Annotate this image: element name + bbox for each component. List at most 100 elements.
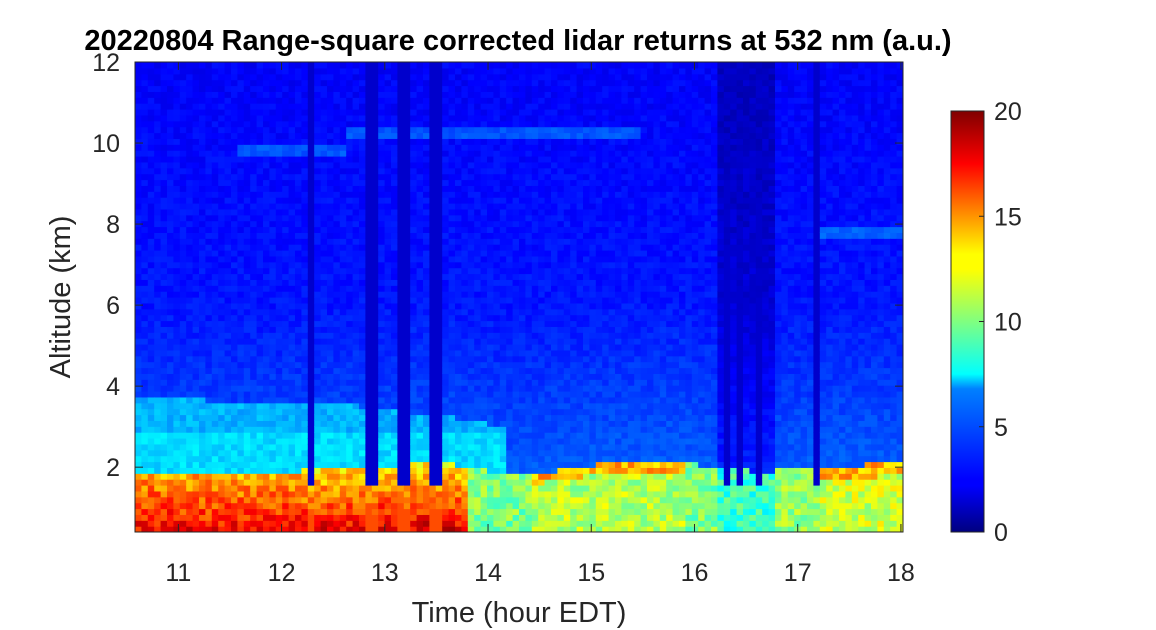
heatmap-cell <box>288 467 296 474</box>
heatmap-cell <box>423 479 430 486</box>
heatmap-cell <box>179 161 187 169</box>
heatmap-cell <box>442 514 450 521</box>
heatmap-cell <box>423 238 430 245</box>
heatmap-cell <box>141 408 149 416</box>
heatmap-cell <box>359 91 366 98</box>
heatmap-cell <box>186 173 194 181</box>
heatmap-cell <box>397 338 405 345</box>
heatmap-cell <box>186 432 194 439</box>
heatmap-cell <box>314 426 322 433</box>
heatmap-cell <box>359 502 366 510</box>
heatmap-cell <box>455 285 462 292</box>
heatmap-cell <box>333 197 341 204</box>
heatmap-cell <box>301 226 309 233</box>
heatmap-cell <box>295 391 302 398</box>
heatmap-cell <box>173 255 181 263</box>
heatmap-cell <box>135 132 142 139</box>
heatmap-cell <box>199 67 206 75</box>
heatmap-cell <box>307 267 315 275</box>
heatmap-cell <box>416 485 424 492</box>
heatmap-cell <box>147 291 155 298</box>
heatmap-cell <box>135 449 142 457</box>
heatmap-cell <box>467 490 475 498</box>
heatmap-cell <box>243 103 251 110</box>
heatmap-cell <box>250 526 258 532</box>
heatmap-cell <box>416 349 424 357</box>
heatmap-cell <box>154 373 162 380</box>
heatmap-cell <box>250 62 258 69</box>
heatmap-cell <box>224 396 232 404</box>
heatmap-cell <box>231 67 238 75</box>
heatmap-cell <box>371 126 379 134</box>
heatmap-cell <box>525 79 533 87</box>
heatmap-cell <box>199 156 206 163</box>
heatmap-cell <box>480 496 488 504</box>
heatmap-cell <box>211 514 219 521</box>
heatmap-cell <box>391 496 398 504</box>
heatmap-cell <box>448 361 456 369</box>
heatmap-cell <box>192 238 200 245</box>
heatmap-cell <box>525 126 533 134</box>
heatmap-cell <box>237 490 245 498</box>
heatmap-cell <box>384 97 392 104</box>
heatmap-cell <box>519 97 526 104</box>
heatmap-cell <box>301 379 309 386</box>
heatmap-cell <box>339 302 347 310</box>
heatmap-cell <box>192 326 200 333</box>
heatmap-cell <box>211 191 219 198</box>
heatmap-cell <box>442 367 450 374</box>
heatmap-cell <box>224 238 232 245</box>
heatmap-cell <box>256 208 264 216</box>
heatmap-cell <box>301 520 309 527</box>
heatmap-cell <box>179 314 187 322</box>
heatmap-cell <box>410 426 418 433</box>
heatmap-cell <box>211 62 219 69</box>
heatmap-cell <box>160 167 168 175</box>
heatmap-cell <box>301 173 309 181</box>
heatmap-cell <box>327 156 334 163</box>
heatmap-cell <box>263 114 270 122</box>
heatmap-cell <box>135 114 142 122</box>
heatmap-cell <box>179 414 187 421</box>
heatmap-cell <box>416 402 424 410</box>
heatmap-cell <box>231 232 238 239</box>
heatmap-cell <box>237 114 245 122</box>
heatmap-cell <box>186 449 194 457</box>
heatmap-cell <box>480 179 488 186</box>
heatmap-cell <box>371 238 379 245</box>
heatmap-cell <box>192 62 200 69</box>
heatmap-cell <box>250 226 258 233</box>
heatmap-cell <box>403 308 411 316</box>
heatmap-cell <box>179 426 187 433</box>
heatmap-cell <box>250 126 258 134</box>
heatmap-cell <box>371 132 379 139</box>
heatmap-cell <box>435 244 443 251</box>
heatmap-cell <box>397 156 405 163</box>
heatmap-cell <box>288 238 296 245</box>
heatmap-cell <box>160 308 168 316</box>
heatmap-cell <box>275 208 283 216</box>
heatmap-cell <box>397 508 405 515</box>
heatmap-cell <box>410 402 418 410</box>
heatmap-cell <box>333 449 341 457</box>
heatmap-cell <box>301 214 309 222</box>
heatmap-cell <box>250 432 258 439</box>
heatmap-cell <box>243 361 251 369</box>
heatmap-cell <box>455 67 462 75</box>
heatmap-cell <box>525 114 533 122</box>
heatmap-cell <box>192 109 200 116</box>
heatmap-cell <box>263 332 270 339</box>
heatmap-cell <box>333 490 341 498</box>
heatmap-cell <box>359 97 366 104</box>
heatmap-cell <box>320 285 328 292</box>
heatmap-cell <box>525 191 533 198</box>
heatmap-cell <box>397 132 405 139</box>
heatmap-cell <box>519 191 526 198</box>
heatmap-cell <box>301 443 309 451</box>
heatmap-cell <box>301 161 309 169</box>
heatmap-cell <box>525 443 533 451</box>
heatmap-cell <box>499 408 507 416</box>
heatmap-cell <box>160 414 168 421</box>
heatmap-cell <box>474 67 482 75</box>
heatmap-cell <box>423 97 430 104</box>
